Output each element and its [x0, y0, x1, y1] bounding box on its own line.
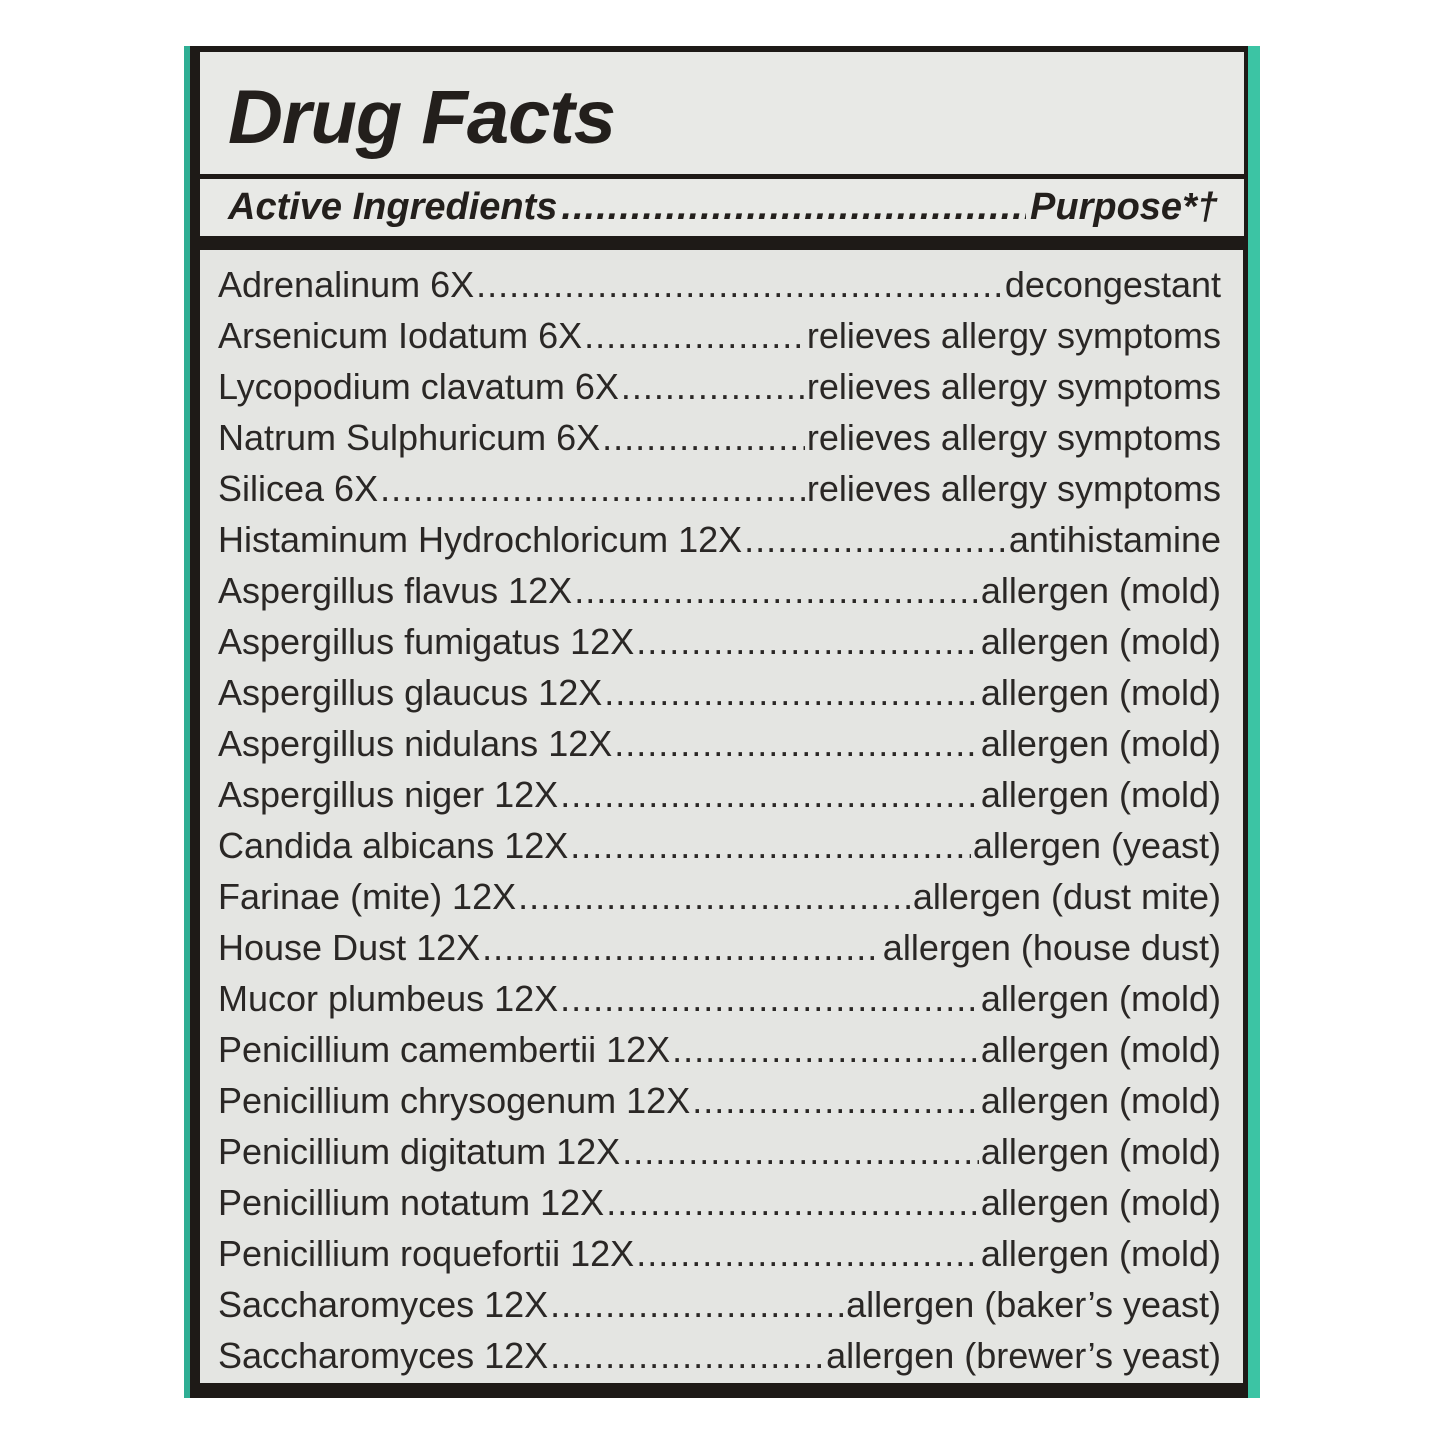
leader-dots: ........................................… — [476, 264, 1003, 305]
ingredient-purpose: allergen (brewer’s yeast) — [826, 1335, 1221, 1376]
ingredient-name: Aspergillus glaucus 12X — [218, 672, 603, 713]
ingredient-name: Lycopodium clavatum 6X — [218, 366, 619, 407]
ingredient-purpose: allergen (mold) — [980, 1080, 1221, 1121]
ingredient-name: Farinae (mite) 12X — [218, 876, 517, 917]
ingredient-purpose: allergen (mold) — [980, 774, 1221, 815]
leader-dots: ........................................… — [622, 1131, 979, 1172]
leader-dots: ........................................… — [570, 825, 971, 866]
ingredient-row: Aspergillus niger 12X...................… — [218, 774, 1221, 825]
ingredient-name: Mucor plumbeus 12X — [218, 978, 559, 1019]
ingredient-row: Penicillium roquefortii 12X.............… — [218, 1233, 1221, 1284]
ingredient-purpose: allergen (mold) — [980, 723, 1221, 764]
ingredient-name: Aspergillus flavus 12X — [218, 570, 573, 611]
leader-dots: ........................................… — [380, 468, 805, 509]
header-active-ingredients: Active Ingredients — [228, 186, 558, 228]
ingredient-purpose: allergen (mold) — [980, 978, 1221, 1019]
leader-dots: ........................................… — [620, 366, 805, 407]
ingredient-purpose: relieves allergy symptoms — [806, 468, 1221, 509]
leader-dots: ........................................… — [744, 519, 1007, 560]
ingredient-purpose: allergen (dust mite) — [912, 876, 1221, 917]
teal-edge-right — [1246, 46, 1260, 1398]
leader-dots: ........................................… — [482, 927, 881, 968]
ingredient-name: Adrenalinum 6X — [218, 264, 475, 305]
ingredient-row: Lycopodium clavatum 6X..................… — [218, 366, 1221, 417]
ingredient-row: Saccharomyces 12X.......................… — [218, 1335, 1221, 1386]
ingredient-purpose: relieves allergy symptoms — [806, 315, 1221, 356]
ingredient-row: Penicillium camembertii 12X.............… — [218, 1029, 1221, 1080]
ingredient-row: Aspergillus flavus 12X..................… — [218, 570, 1221, 621]
column-header: Active Ingredients .....................… — [200, 179, 1244, 236]
ingredient-row: Penicillium notatum 12X.................… — [218, 1182, 1221, 1233]
ingredient-row: Natrum Sulphuricum 6X...................… — [218, 417, 1221, 468]
ingredient-row: Arsenicum Iodatum 6X....................… — [218, 315, 1221, 366]
header-purpose: Purpose*† — [1030, 186, 1218, 228]
ingredient-purpose: antihistamine — [1008, 519, 1221, 560]
ingredient-list: Adrenalinum 6X..........................… — [200, 250, 1243, 1383]
ingredient-name: Aspergillus fumigatus 12X — [218, 621, 635, 662]
ingredient-purpose: decongestant — [1004, 264, 1221, 305]
ingredient-row: Aspergillus fumigatus 12X...............… — [218, 621, 1221, 672]
drug-facts-panel: Drug Facts Active Ingredients ..........… — [190, 46, 1248, 1398]
ingredient-name: Arsenicum Iodatum 6X — [218, 315, 583, 356]
ingredient-row: Histaminum Hydrochloricum 12X...........… — [218, 519, 1221, 570]
leader-dots: ........................................… — [574, 570, 979, 611]
leader-dots: ........................................… — [604, 672, 979, 713]
leader-dots: ........................................… — [584, 315, 805, 356]
ingredient-row: Aspergillus glaucus 12X.................… — [218, 672, 1221, 723]
ingredient-purpose: relieves allergy symptoms — [806, 417, 1221, 458]
ingredient-name: House Dust 12X — [218, 927, 481, 968]
ingredient-purpose: allergen (mold) — [980, 1182, 1221, 1223]
ingredient-row: Farinae (mite) 12X......................… — [218, 876, 1221, 927]
leader-dots: ........................................… — [602, 417, 805, 458]
leader-dots: ........................................… — [518, 876, 911, 917]
ingredient-name: Saccharomyces 12X — [218, 1284, 549, 1325]
ingredient-purpose: allergen (mold) — [980, 570, 1221, 611]
ingredient-row: Adrenalinum 6X..........................… — [218, 264, 1221, 315]
leader-dots: ........................................… — [614, 723, 979, 764]
ingredient-purpose: allergen (mold) — [980, 1029, 1221, 1070]
ingredient-purpose: allergen (baker’s yeast) — [846, 1284, 1221, 1325]
leader-dots: ........................................… — [560, 774, 979, 815]
header-leader-dots: ........................................… — [561, 186, 1026, 228]
ingredient-name: Aspergillus nidulans 12X — [218, 723, 613, 764]
ingredient-name: Penicillium notatum 12X — [218, 1182, 605, 1223]
leader-dots: ........................................… — [560, 978, 979, 1019]
ingredient-name: Penicillium digitatum 12X — [218, 1131, 621, 1172]
ingredient-purpose: allergen (mold) — [980, 621, 1221, 662]
ingredient-name: Aspergillus niger 12X — [218, 774, 559, 815]
ingredient-name: Penicillium chrysogenum 12X — [218, 1080, 691, 1121]
ingredient-purpose: allergen (mold) — [980, 1131, 1221, 1172]
ingredient-name: Natrum Sulphuricum 6X — [218, 417, 601, 458]
ingredient-row: Penicillium chrysogenum 12X.............… — [218, 1080, 1221, 1131]
ingredient-row: Aspergillus nidulans 12X................… — [218, 723, 1221, 774]
ingredient-purpose: allergen (house dust) — [882, 927, 1221, 968]
leader-dots: ........................................… — [550, 1335, 825, 1376]
ingredient-purpose: allergen (mold) — [980, 672, 1221, 713]
ingredient-name: Saccharomyces 12X — [218, 1335, 549, 1376]
ingredient-row: Penicillium digitatum 12X...............… — [218, 1131, 1221, 1182]
ingredient-row: Mucor plumbeus 12X......................… — [218, 978, 1221, 1029]
leader-dots: ........................................… — [636, 621, 979, 662]
leader-dots: ........................................… — [636, 1233, 979, 1274]
leader-dots: ........................................… — [550, 1284, 844, 1325]
teal-edge-left — [184, 46, 192, 1398]
ingredient-purpose: allergen (yeast) — [972, 825, 1221, 866]
page-title: Drug Facts — [228, 75, 616, 160]
ingredient-name: Histaminum Hydrochloricum 12X — [218, 519, 743, 560]
ingredient-purpose: allergen (mold) — [980, 1233, 1221, 1274]
ingredient-name: Penicillium camembertii 12X — [218, 1029, 671, 1070]
ingredient-name: Silicea 6X — [218, 468, 379, 509]
leader-dots: ........................................… — [606, 1182, 979, 1223]
ingredient-row: House Dust 12X..........................… — [218, 927, 1221, 978]
leader-dots: ........................................… — [692, 1080, 979, 1121]
title-section: Drug Facts — [200, 52, 1244, 174]
ingredient-row: Candida albicans 12X....................… — [218, 825, 1221, 876]
ingredient-name: Penicillium roquefortii 12X — [218, 1233, 635, 1274]
ingredient-purpose: relieves allergy symptoms — [806, 366, 1221, 407]
ingredient-name: Candida albicans 12X — [218, 825, 569, 866]
leader-dots: ........................................… — [672, 1029, 979, 1070]
ingredient-row: Silicea 6X..............................… — [218, 468, 1221, 519]
ingredient-row: Saccharomyces 12X.......................… — [218, 1284, 1221, 1335]
